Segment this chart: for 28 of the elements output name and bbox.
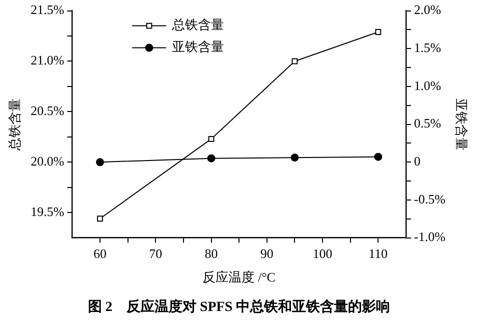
x-tick-label: 90 (260, 246, 274, 262)
point (292, 58, 298, 64)
y2-tick-label: 1.5% (414, 40, 442, 56)
x-axis-title: 反应温度 /°C (202, 270, 276, 285)
x-tick-label: 80 (204, 246, 218, 262)
y-tick-label: 19.5% (30, 204, 64, 219)
point (97, 216, 103, 222)
x-tick-label: 100 (312, 246, 332, 262)
caption: 图 2 反应温度对 SPFS 中总铁和亚铁含量的影响 (86, 298, 392, 316)
x-tick-label: 60 (93, 246, 106, 262)
legend-label: 亚铁含量 (172, 39, 224, 54)
point (208, 136, 214, 142)
y-tick-label: 20.0% (30, 154, 64, 169)
y-tick-label: 20.5% (30, 103, 64, 118)
x-tick-label: 110 (368, 246, 388, 262)
y-axis-title: 总铁含量 (7, 98, 22, 152)
x-tick-label: 70 (149, 246, 162, 262)
y2-tick-label: -0.5% (414, 191, 446, 206)
y2-tick-label: -1.0% (414, 229, 446, 244)
y2-tick-label: 2.0% (414, 2, 442, 18)
y2-axis-title: 亚铁含量 (454, 98, 469, 150)
y-tick-label: 21.0% (30, 52, 64, 68)
y2-tick-label: 0 (414, 154, 420, 169)
point (375, 29, 382, 35)
y-tick-label: 21.5% (30, 2, 64, 18)
y2-tick-label: 0.5% (414, 116, 442, 131)
y2-tick-label: 1.0% (414, 78, 442, 93)
legend-label: 总铁含量 (171, 17, 224, 32)
